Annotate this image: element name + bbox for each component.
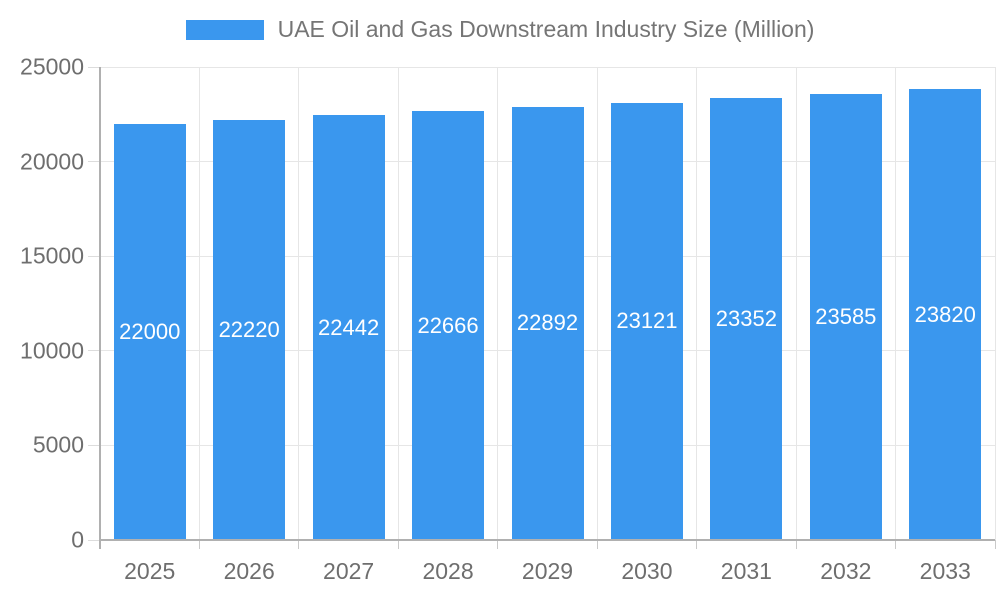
bar[interactable]	[113, 123, 186, 540]
bar-value-label: 22892	[516, 310, 579, 336]
legend[interactable]: UAE Oil and Gas Downstream Industry Size…	[0, 16, 1000, 43]
bar-value-label: 23820	[914, 301, 976, 327]
bar-value-label: 22666	[417, 312, 479, 338]
x-tick-label: 2027	[323, 558, 375, 584]
legend-label: UAE Oil and Gas Downstream Industry Size…	[277, 16, 815, 42]
v-gridline	[596, 67, 598, 540]
y-tick-label: 10000	[20, 337, 84, 364]
y-tick-label: 0	[71, 526, 84, 553]
y-axis-tick	[88, 444, 100, 446]
x-axis-tick	[596, 540, 598, 549]
y-axis-line	[99, 67, 101, 549]
x-axis-tick	[994, 540, 996, 549]
y-axis-tick	[88, 66, 100, 68]
x-tick-label: 2032	[820, 558, 872, 584]
y-tick-label: 15000	[20, 242, 84, 269]
y-tick-label: 25000	[20, 53, 84, 80]
x-axis-tick	[895, 540, 897, 549]
x-axis-tick	[795, 540, 797, 549]
y-axis-tick	[88, 539, 100, 541]
x-axis-tick	[497, 540, 499, 549]
legend-swatch-icon	[185, 19, 264, 40]
v-gridline	[198, 67, 200, 540]
v-gridline	[994, 67, 996, 540]
x-tick-label: 2031	[720, 558, 772, 584]
v-gridline	[895, 67, 897, 540]
v-gridline	[298, 67, 300, 540]
v-gridline	[795, 67, 797, 540]
bar-value-label: 22220	[218, 316, 280, 342]
y-tick-label: 5000	[32, 431, 84, 458]
bar[interactable]	[511, 106, 584, 540]
x-axis-line	[99, 539, 995, 541]
y-axis-tick	[88, 350, 100, 352]
x-tick-label: 2030	[621, 558, 673, 584]
v-gridline	[497, 67, 499, 540]
bar[interactable]	[610, 102, 683, 540]
x-tick-label: 2033	[919, 558, 971, 584]
bar-value-label: 23352	[715, 306, 777, 332]
bar[interactable]	[809, 93, 882, 540]
x-tick-label: 2029	[521, 558, 574, 584]
h-gridline	[100, 66, 995, 68]
x-tick-label: 2025	[124, 558, 176, 584]
x-tick-label: 2028	[422, 558, 474, 584]
x-axis-tick	[198, 540, 200, 549]
x-axis-tick	[397, 540, 399, 549]
x-axis-tick	[298, 540, 300, 549]
x-tick-label: 2026	[223, 558, 275, 584]
bar[interactable]	[710, 98, 783, 540]
y-tick-label: 20000	[20, 148, 84, 175]
bar-value-label: 23121	[616, 308, 678, 334]
bar-value-label: 22442	[318, 314, 380, 340]
bar-value-label: 23585	[815, 303, 877, 329]
bar[interactable]	[312, 115, 385, 540]
bar[interactable]	[213, 119, 286, 540]
y-axis-tick	[88, 161, 100, 163]
bar[interactable]	[909, 89, 982, 540]
v-gridline	[696, 67, 698, 540]
x-axis-tick	[696, 540, 698, 549]
bar[interactable]	[412, 111, 485, 540]
y-axis-tick	[88, 255, 100, 257]
v-gridline	[397, 67, 399, 540]
bar-value-label: 22000	[119, 318, 181, 344]
